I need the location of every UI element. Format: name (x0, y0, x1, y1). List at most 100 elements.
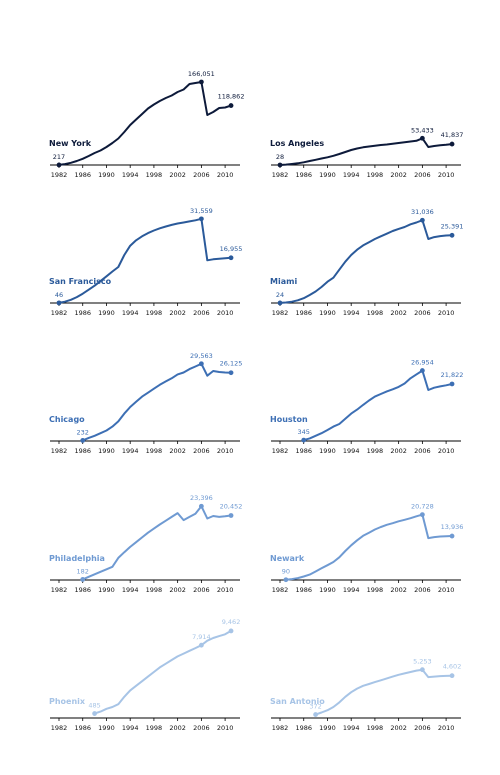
end-value-label-los-angeles: 41,837 (441, 131, 464, 139)
end-value-label-newark: 13,936 (441, 523, 464, 531)
x-tick-label-san-francisco-1982: 1982 (51, 309, 68, 317)
start-point-newark (283, 577, 289, 583)
x-tick-label-new-york-1986: 1986 (74, 171, 91, 179)
x-tick-label-san-francisco-1990: 1990 (98, 309, 115, 317)
peak-point-philadelphia (198, 503, 204, 509)
x-tick-label-san-antonio-1986: 1986 (295, 724, 312, 732)
x-tick-label-newark-2006: 2006 (414, 586, 431, 594)
start-value-label-san-francisco: 46 (55, 291, 63, 299)
end-point-san-francisco (228, 255, 234, 261)
peak-value-label-miami: 31,036 (411, 208, 434, 216)
peak-point-chicago (198, 361, 204, 367)
x-tick-label-san-francisco-2002: 2002 (169, 309, 186, 317)
x-tick-label-san-antonio-2006: 2006 (414, 724, 431, 732)
x-tick-label-newark-1990: 1990 (319, 586, 336, 594)
end-point-phoenix (228, 628, 234, 634)
series-line-chicago (82, 362, 232, 442)
x-tick-label-los-angeles-1986: 1986 (295, 171, 312, 179)
city-label-miami: Miami (270, 277, 297, 286)
x-tick-label-chicago-1986: 1986 (74, 447, 91, 455)
x-tick-label-philadelphia-2010: 2010 (217, 586, 234, 594)
end-point-newark (449, 533, 455, 539)
city-label-phoenix: Phoenix (49, 697, 86, 706)
x-tick-label-san-antonio-1982: 1982 (272, 724, 289, 732)
x-tick-label-new-york-1998: 1998 (146, 171, 163, 179)
x-tick-label-los-angeles-1990: 1990 (319, 171, 336, 179)
x-tick-label-newark-2002: 2002 (390, 586, 407, 594)
series-line-miami (279, 219, 453, 304)
x-tick-label-houston-1990: 1990 (319, 447, 336, 455)
peak-point-miami (419, 217, 425, 223)
series-line-new-york (58, 81, 232, 166)
start-point-los-angeles (277, 162, 283, 168)
start-value-label-miami: 24 (276, 291, 284, 299)
start-point-houston (301, 437, 307, 443)
peak-value-label-new-york: 166,051 (188, 70, 215, 78)
x-tick-label-los-angeles-2002: 2002 (390, 171, 407, 179)
city-label-philadelphia: Philadelphia (49, 554, 105, 563)
x-tick-label-newark-2010: 2010 (438, 586, 455, 594)
x-tick-label-new-york-2010: 2010 (217, 171, 234, 179)
series-line-san-francisco (58, 217, 232, 304)
x-tick-label-san-antonio-1994: 1994 (343, 724, 360, 732)
x-tick-label-chicago-2006: 2006 (193, 447, 210, 455)
x-tick-label-miami-1990: 1990 (319, 309, 336, 317)
x-tick-label-houston-1982: 1982 (272, 447, 289, 455)
x-tick-label-san-antonio-1998: 1998 (367, 724, 384, 732)
x-tick-label-houston-2010: 2010 (438, 447, 455, 455)
city-label-new-york: New York (49, 139, 92, 148)
x-tick-label-philadelphia-1982: 1982 (51, 586, 68, 594)
x-tick-label-newark-1986: 1986 (295, 586, 312, 594)
x-tick-label-philadelphia-2002: 2002 (169, 586, 186, 594)
x-tick-label-houston-1994: 1994 (343, 447, 360, 455)
peak-point-newark (419, 512, 425, 518)
end-point-miami (449, 232, 455, 238)
x-tick-label-chicago-1990: 1990 (98, 447, 115, 455)
peak-value-label-houston: 26,954 (411, 359, 434, 367)
x-tick-label-houston-1998: 1998 (367, 447, 384, 455)
x-tick-label-new-york-2002: 2002 (169, 171, 186, 179)
end-value-label-chicago: 26,125 (220, 360, 243, 368)
end-point-houston (449, 381, 455, 387)
series-line-houston (303, 369, 453, 442)
x-tick-label-phoenix-1994: 1994 (122, 724, 139, 732)
peak-point-houston (419, 368, 425, 373)
x-tick-label-houston-1986: 1986 (295, 447, 312, 455)
start-point-san-antonio (313, 712, 318, 717)
end-point-san-antonio (449, 673, 455, 679)
x-tick-label-phoenix-2002: 2002 (169, 724, 186, 732)
city-label-chicago: Chicago (49, 415, 85, 424)
peak-point-los-angeles (419, 135, 425, 141)
end-value-label-phoenix: 9,462 (222, 618, 241, 626)
x-tick-label-san-antonio-2002: 2002 (390, 724, 407, 732)
x-tick-label-phoenix-2010: 2010 (217, 724, 234, 732)
peak-value-label-los-angeles: 53,433 (411, 126, 434, 134)
city-label-san-antonio: San Antonio (270, 697, 325, 706)
x-tick-label-newark-1982: 1982 (272, 586, 289, 594)
city-label-newark: Newark (270, 554, 305, 563)
x-tick-label-miami-1998: 1998 (367, 309, 384, 317)
end-point-los-angeles (449, 141, 455, 147)
city-label-los-angeles: Los Angeles (270, 139, 324, 148)
series-line-philadelphia (82, 505, 232, 581)
x-tick-label-miami-1986: 1986 (295, 309, 312, 317)
end-value-label-san-antonio: 4,602 (443, 663, 462, 671)
x-tick-label-miami-2006: 2006 (414, 309, 431, 317)
end-value-label-philadelphia: 20,452 (220, 502, 243, 510)
x-tick-label-philadelphia-1994: 1994 (122, 586, 139, 594)
x-tick-label-chicago-1982: 1982 (51, 447, 68, 455)
x-tick-label-phoenix-1986: 1986 (74, 724, 91, 732)
series-line-san-antonio (315, 668, 453, 716)
x-tick-label-phoenix-2006: 2006 (193, 724, 210, 732)
city-label-san-francisco: San Francisco (49, 277, 112, 286)
start-value-label-los-angeles: 28 (276, 153, 284, 161)
x-tick-label-san-antonio-1990: 1990 (319, 724, 336, 732)
end-point-philadelphia (228, 513, 234, 518)
x-tick-label-los-angeles-2006: 2006 (414, 171, 431, 179)
x-tick-label-san-antonio-2010: 2010 (438, 724, 455, 732)
x-tick-label-newark-1998: 1998 (367, 586, 384, 594)
x-tick-label-san-francisco-1998: 1998 (146, 309, 163, 317)
peak-value-label-newark: 20,728 (411, 503, 434, 511)
start-point-chicago (80, 437, 86, 443)
